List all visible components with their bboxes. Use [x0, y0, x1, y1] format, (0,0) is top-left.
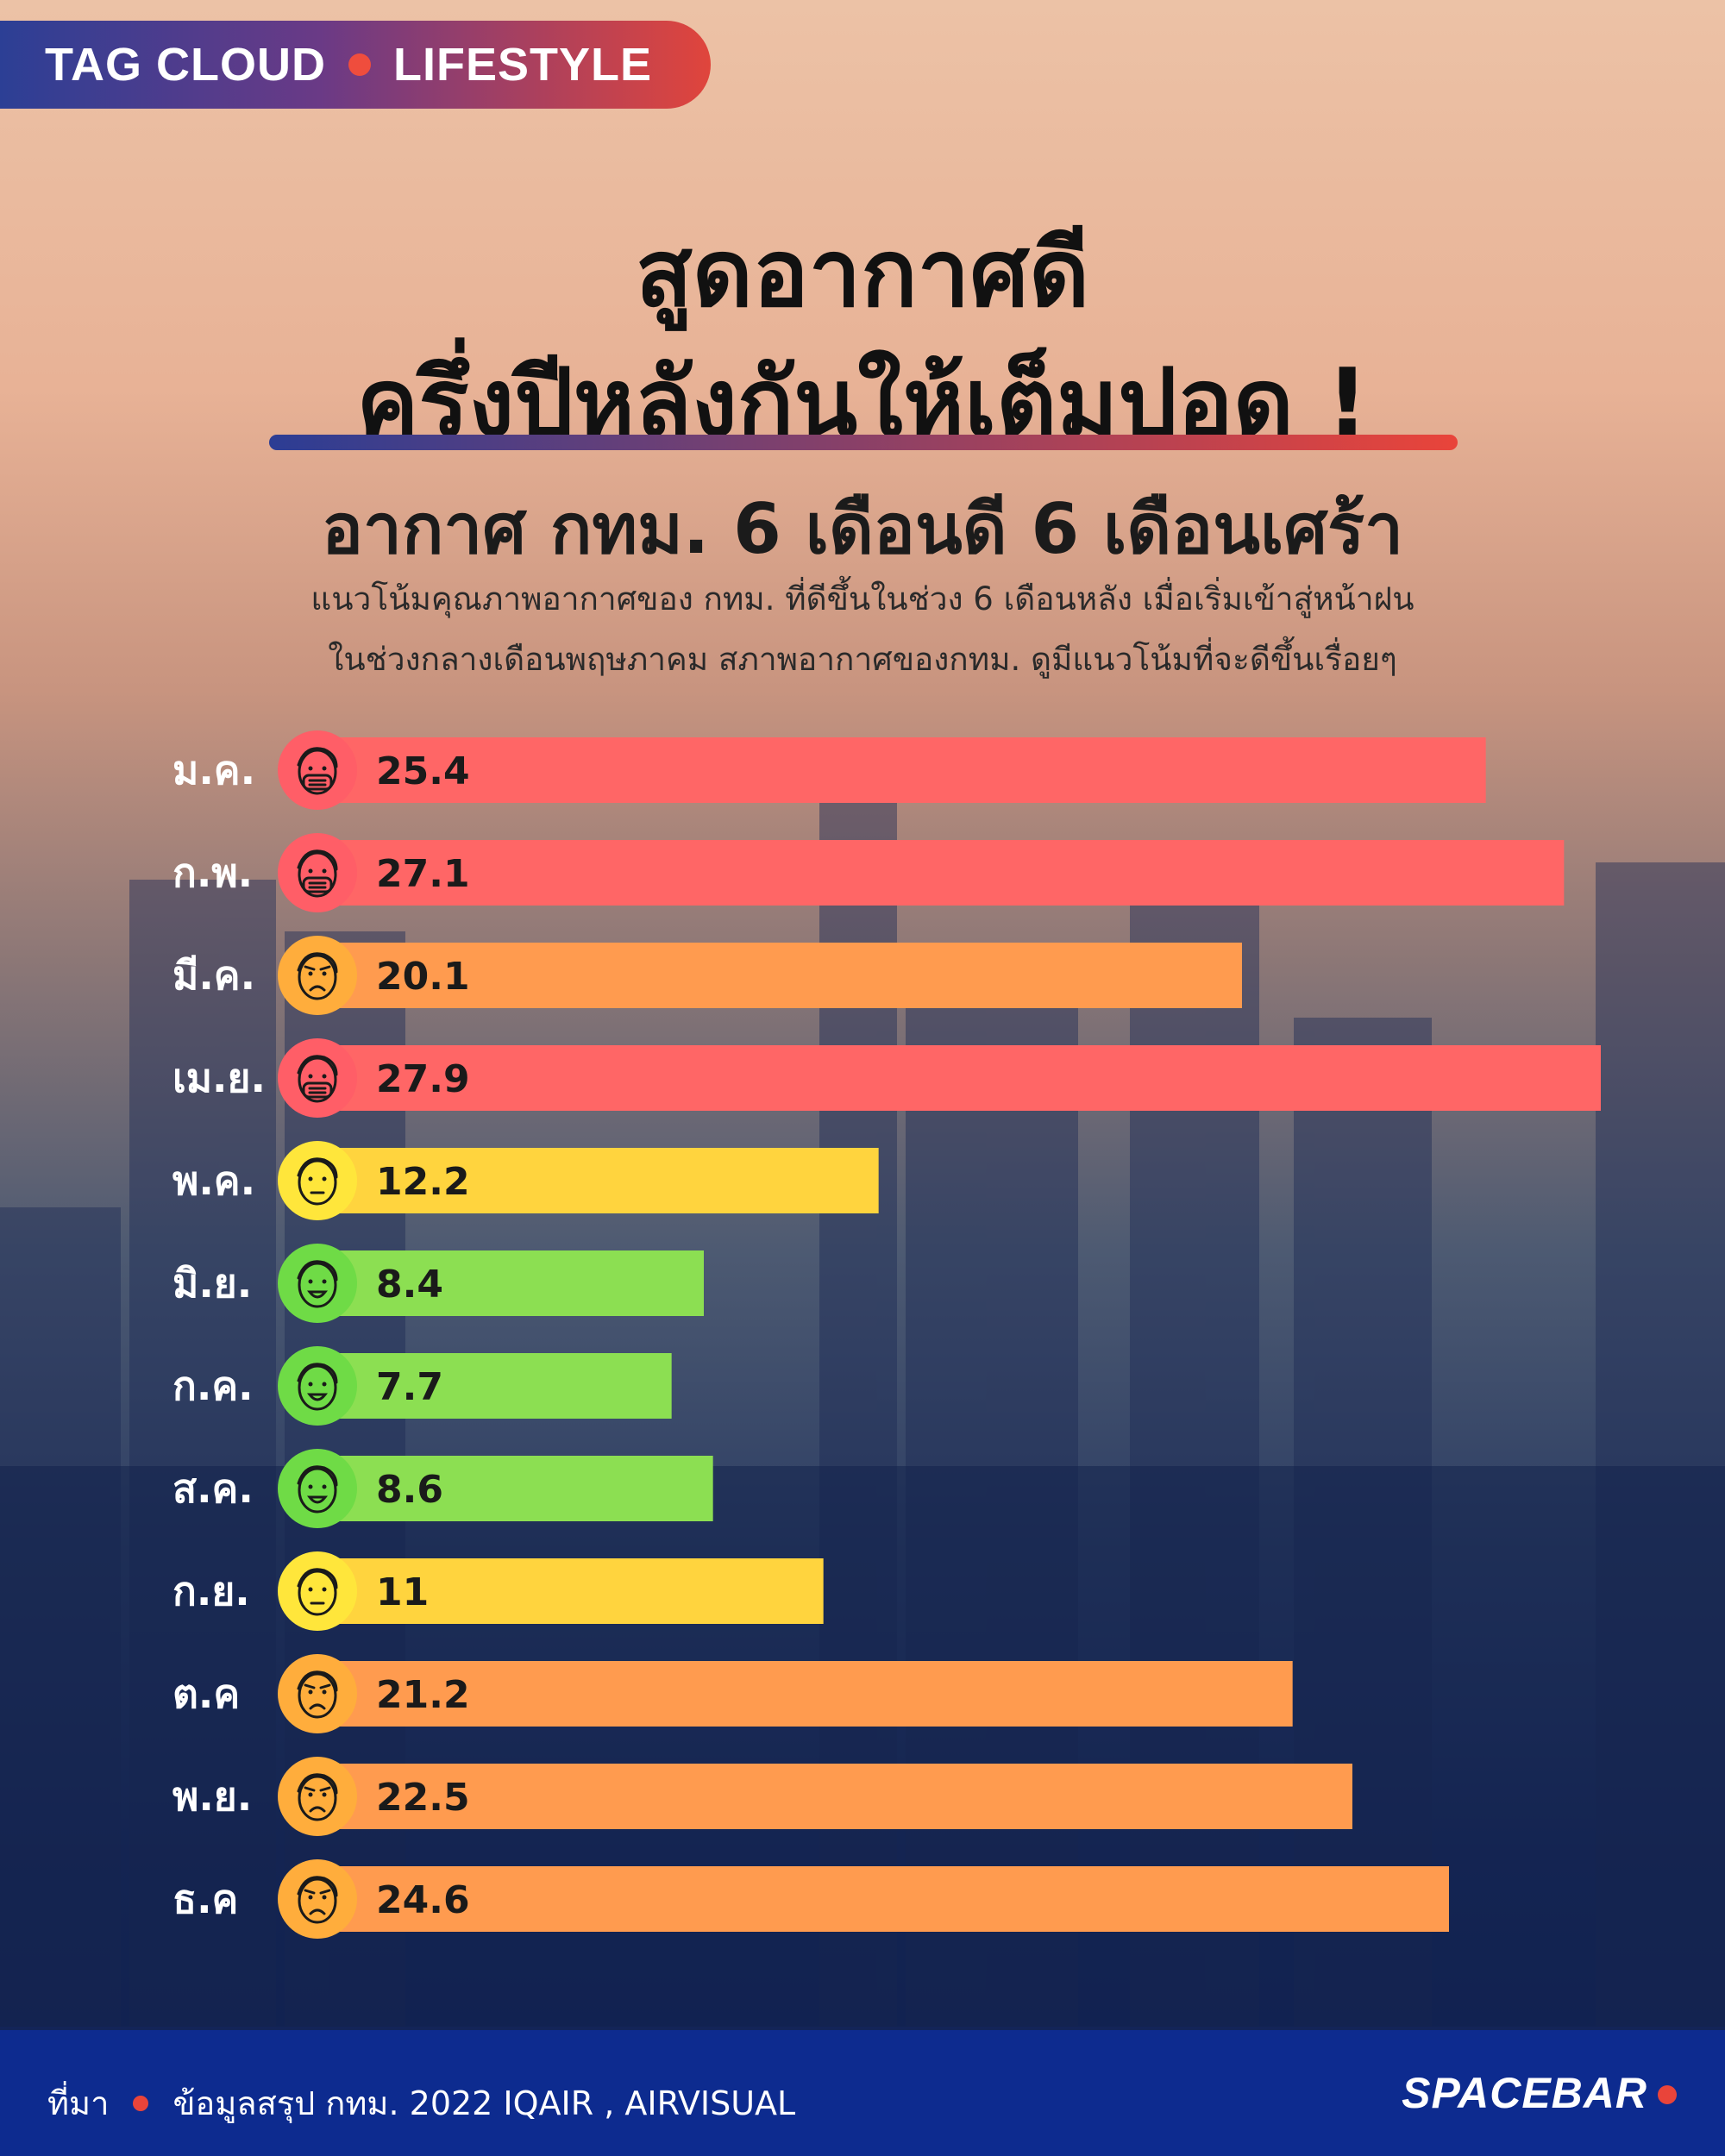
face-sad-icon: [278, 1654, 357, 1733]
value-label: 8.6: [376, 1468, 443, 1512]
month-label: ม.ค.: [172, 747, 255, 793]
category-tag[interactable]: TAG CLOUD LIFESTYLE: [0, 21, 711, 109]
month-label: ก.ค.: [172, 1363, 254, 1409]
lifestyle-label: LIFESTYLE: [392, 39, 652, 91]
face-neutral-icon: [278, 1551, 357, 1631]
bar-11: [317, 1764, 1352, 1829]
bar-4: [317, 1045, 1601, 1111]
face-mask-icon: [278, 730, 357, 810]
face-happy-icon: [278, 1346, 357, 1426]
face-neutral-icon: [278, 1141, 357, 1220]
footer-bar: [0, 2030, 1725, 2156]
month-label: มิ.ย.: [172, 1260, 252, 1307]
month-label: ส.ค.: [172, 1465, 254, 1512]
face-sad-icon: [278, 1859, 357, 1939]
month-label: พ.ย.: [172, 1773, 252, 1820]
value-label: 22.5: [376, 1776, 470, 1820]
face-happy-icon: [278, 1244, 357, 1323]
source-credit: ที่มา ข้อมูลสรุป กทม. 2022 IQAIR , AIRVI…: [47, 2077, 795, 2129]
bar-3: [317, 943, 1242, 1008]
headline-line-1: สูดอากาศดี: [635, 220, 1090, 328]
value-label: 20.1: [376, 955, 470, 999]
bar-7: [317, 1353, 672, 1419]
bar-10: [317, 1661, 1293, 1727]
value-label: 27.1: [376, 852, 470, 896]
headline-subtitle: อากาศ กทม. 6 เดือนดี 6 เดือนเศร้า: [321, 489, 1404, 569]
month-label: มี.ค.: [172, 952, 255, 999]
source-text: ข้อมูลสรุป กทม. 2022 IQAIR , AIRVISUAL: [172, 2084, 796, 2122]
bar-6: [317, 1250, 704, 1316]
value-label: 11: [376, 1570, 429, 1614]
value-label: 7.7: [376, 1365, 443, 1409]
bar-9: [317, 1558, 824, 1624]
description-line-2: ในช่วงกลางเดือนพฤษภาคม สภาพอากาศของกทม. …: [328, 641, 1397, 678]
bar-5: [317, 1148, 879, 1213]
month-label: ธ.ค: [172, 1876, 238, 1922]
source-label: ที่มา: [47, 2084, 110, 2122]
tag-separator-dot: [348, 53, 371, 76]
face-happy-icon: [278, 1449, 357, 1528]
bar-12: [317, 1866, 1449, 1932]
headline-underline: [269, 435, 1458, 450]
face-sad-icon: [278, 936, 357, 1015]
value-label: 21.2: [376, 1673, 470, 1717]
face-mask-icon: [278, 1038, 357, 1118]
month-label: ก.พ.: [172, 849, 253, 896]
brand-logo[interactable]: SPACEBAR: [1402, 2069, 1647, 2117]
month-label: เม.ย.: [172, 1055, 266, 1101]
value-label: 12.2: [376, 1160, 470, 1204]
month-label: พ.ค.: [172, 1157, 255, 1204]
brand-logo-dot: [1658, 2085, 1677, 2104]
bar-8: [317, 1456, 713, 1521]
bar-1: [317, 737, 1486, 803]
face-mask-icon: [278, 833, 357, 912]
bar-2: [317, 840, 1565, 906]
source-dot: [133, 2095, 149, 2111]
value-label: 25.4: [376, 749, 470, 793]
description-line-1: แนวโน้มคุณภาพอากาศของ กทม. ที่ดีขึ้นในช่…: [310, 580, 1414, 617]
value-label: 8.4: [376, 1263, 443, 1307]
month-label: ก.ย.: [172, 1568, 250, 1614]
tag-cloud-label: TAG CLOUD: [45, 39, 326, 91]
value-label: 24.6: [376, 1878, 470, 1922]
face-sad-icon: [278, 1757, 357, 1836]
value-label: 27.9: [376, 1057, 470, 1101]
month-label: ต.ค: [172, 1670, 240, 1717]
